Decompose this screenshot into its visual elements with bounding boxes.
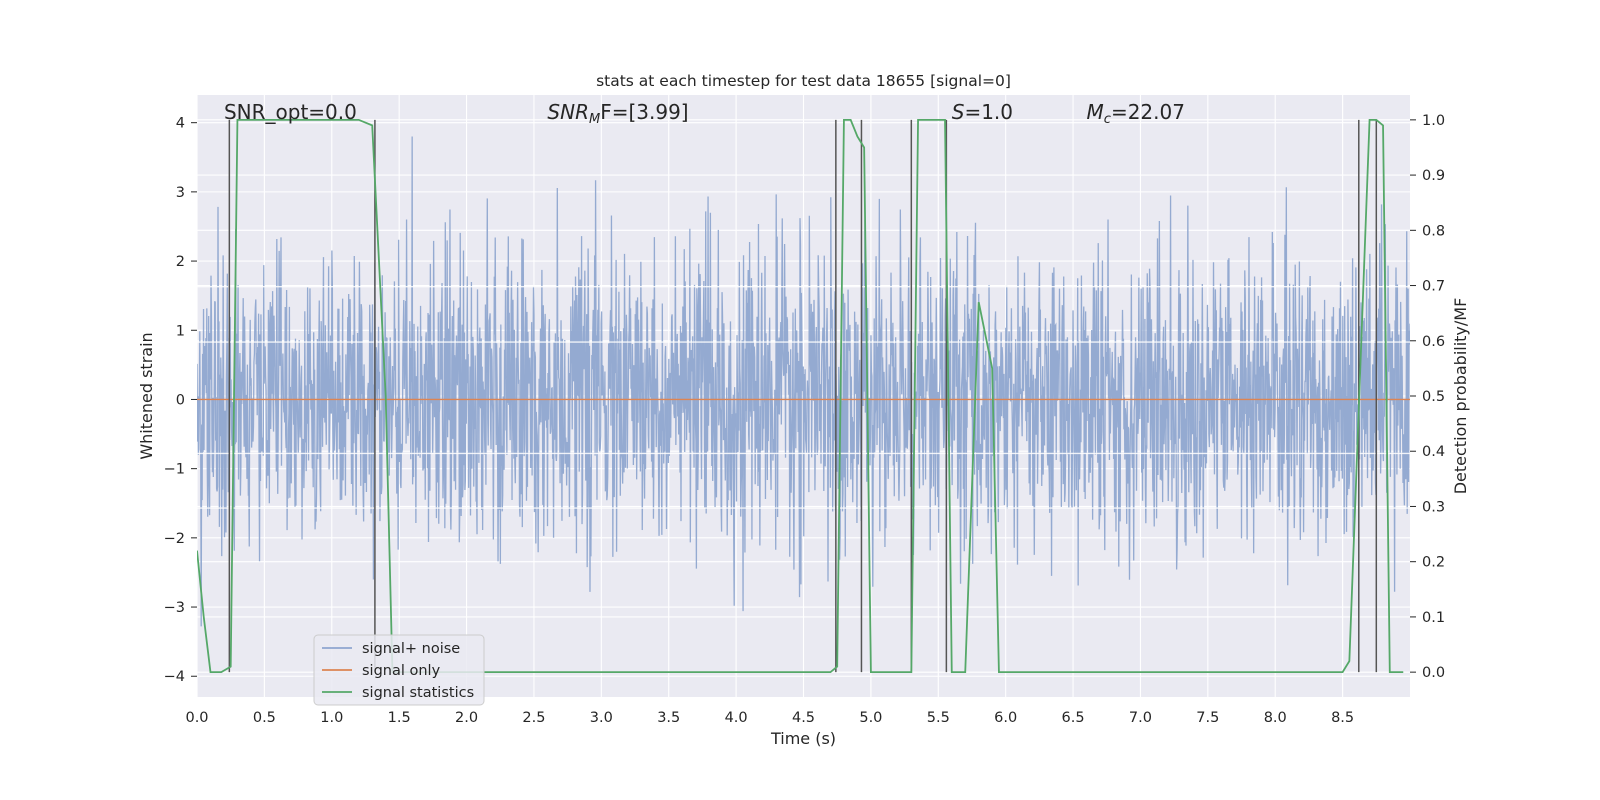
y-axis-label: Whitened strain	[137, 332, 156, 459]
x-tick-label: 6.5	[1062, 710, 1085, 726]
legend-box	[313, 634, 485, 706]
x-tick-label: 3.5	[657, 710, 680, 726]
axis-ticks: 0.0 0.5 1.0 1.5 2.0 2.5 3.0 3.5 4.0 4.5 5.0 5.5 6.0 6…	[164, 113, 1445, 726]
white-bands	[197, 285, 1410, 509]
stat-annotation: S=1.0	[952, 100, 1013, 124]
noise-series	[197, 136, 1410, 627]
annotation-symbol: SNR	[547, 100, 589, 124]
y2-tick-label: 0.8	[1422, 223, 1445, 239]
x-tick-label: 1.0	[320, 710, 343, 726]
annotations: SNR_opt=0.0 SNRMF=[3.99] S=1.0 Mc=22.07	[224, 100, 1185, 127]
annotation-part: =22.07	[1111, 100, 1185, 124]
x-axis-label: Time (s)	[770, 729, 836, 748]
annotation-symbol: M	[1087, 100, 1104, 124]
y2-tick-label: 0.4	[1422, 444, 1445, 460]
annotation-part: =1.0	[964, 100, 1013, 124]
y-tick-label: −3	[164, 600, 185, 616]
y2-tick-label: 0.5	[1422, 389, 1445, 405]
x-tick-label: 2.0	[455, 710, 478, 726]
x-tick-label: 0.0	[185, 710, 208, 726]
x-tick-label: 7.5	[1196, 710, 1219, 726]
x-tick-label: 8.0	[1264, 710, 1287, 726]
chart-title: stats at each timestep for test data 186…	[596, 72, 1011, 90]
annotation-part: F=[3.99]	[600, 100, 688, 124]
y2-tick-label: 0.6	[1422, 334, 1445, 350]
annotation-subscript: M	[589, 112, 600, 127]
annotation-subscript: c	[1104, 112, 1111, 127]
x-tick-label: 3.0	[590, 710, 613, 726]
x-tick-label: 8.5	[1331, 710, 1354, 726]
legend[interactable]: signal+ noise signal only signal statistic…	[313, 634, 485, 706]
legend-label: signal statistics	[362, 685, 474, 701]
stat-annotation: SNRMF=[3.99]	[547, 100, 688, 127]
x-tick-label: 7.0	[1129, 710, 1152, 726]
annotation-part: SNR_opt=0.0	[224, 100, 357, 124]
y-tick-label: −4	[164, 669, 185, 685]
x-tick-label: 6.0	[994, 710, 1017, 726]
x-tick-label: 2.5	[522, 710, 545, 726]
legend-label: signal only	[362, 663, 441, 679]
y-tick-label: 3	[176, 185, 185, 201]
y-tick-label: 2	[176, 254, 185, 270]
x-tick-label: 5.5	[927, 710, 950, 726]
y2-tick-label: 0.9	[1422, 168, 1445, 184]
annotation-symbol: S	[952, 100, 965, 124]
y-tick-label: −2	[164, 531, 185, 547]
y-tick-label: 4	[176, 116, 185, 132]
series-lines	[197, 118, 1410, 674]
x-tick-label: 4.5	[792, 710, 815, 726]
x-tick-label: 0.5	[253, 710, 276, 726]
y-tick-label: 1	[176, 323, 185, 339]
stat-annotation: Mc=22.07	[1087, 100, 1185, 127]
y2-tick-label: 1.0	[1422, 113, 1445, 129]
y2-tick-label: 0.7	[1422, 279, 1445, 295]
x-tick-label: 4.0	[725, 710, 748, 726]
y2-tick-label: 0.2	[1422, 555, 1445, 571]
y2-axis-label: Detection probability/MF	[1451, 298, 1470, 495]
y-tick-label: 0	[176, 392, 185, 408]
signal-statistics-line	[197, 118, 1404, 674]
y2-tick-label: 0.3	[1422, 499, 1445, 515]
y-tick-label: −1	[164, 462, 185, 478]
stat-annotation: SNR_opt=0.0	[224, 100, 357, 124]
x-tick-label: 1.5	[388, 710, 411, 726]
signal-noise-line	[197, 136, 1410, 627]
legend-label: signal+ noise	[362, 641, 460, 657]
y2-tick-label: 0.0	[1422, 665, 1445, 681]
x-tick-label: 5.0	[859, 710, 882, 726]
y2-tick-label: 0.1	[1422, 610, 1445, 626]
